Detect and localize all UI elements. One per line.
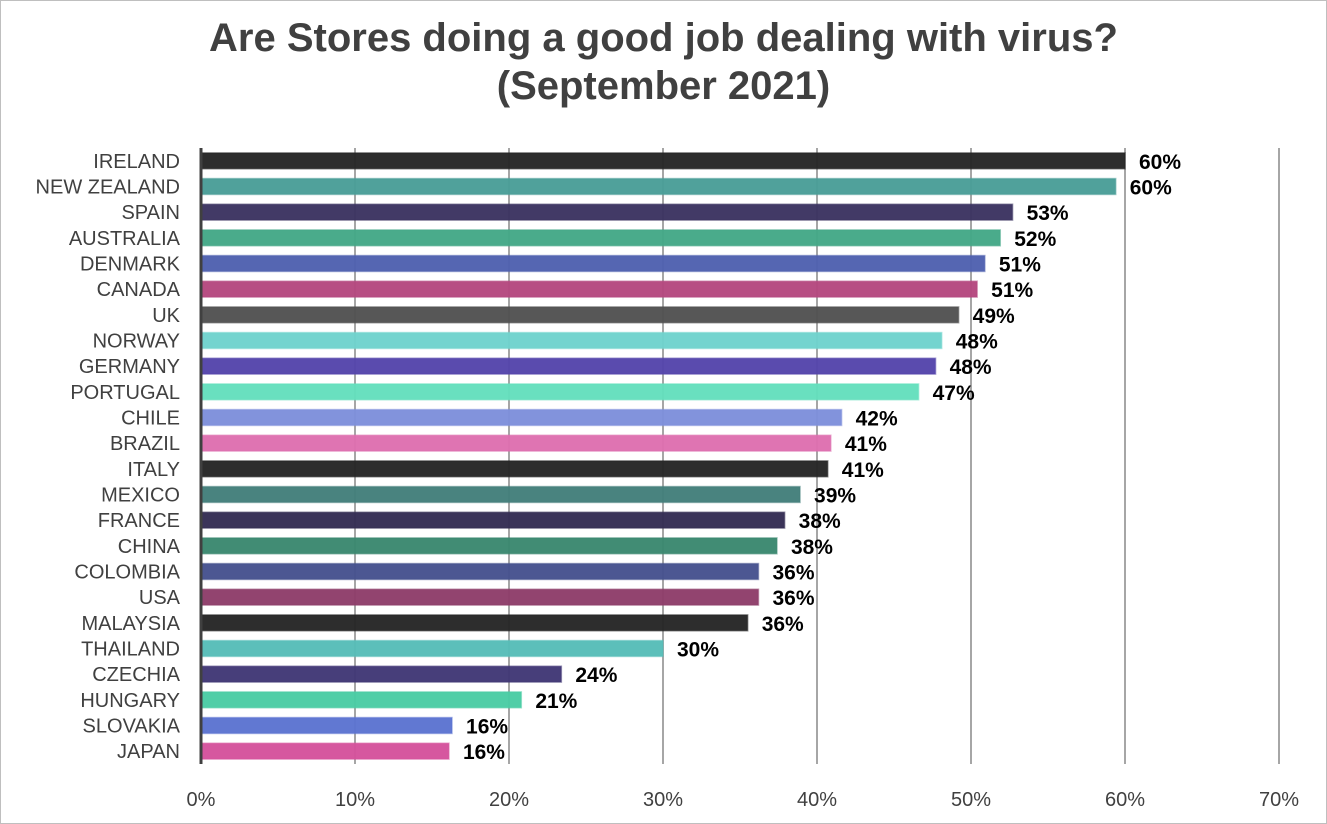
x-tick-label: 40% (797, 789, 837, 811)
data-label: 47% (933, 382, 975, 405)
category-label: HUNGARY (80, 690, 180, 712)
data-label: 36% (772, 562, 814, 585)
data-label: 53% (1027, 202, 1069, 225)
bar (200, 614, 749, 632)
category-label: UK (152, 305, 180, 327)
category-labels: IRELAND NEW ZEALAND SPAIN AUSTRALIA DENMARK C… (36, 151, 181, 763)
data-label: 49% (973, 305, 1015, 328)
category-label: SPAIN (121, 202, 180, 224)
data-label: 51% (999, 254, 1041, 277)
data-label: 21% (535, 690, 577, 713)
category-label: IRELAND (93, 151, 180, 173)
category-label: ITALY (127, 459, 180, 481)
x-tick-label: 10% (335, 789, 375, 811)
bar (200, 177, 1117, 196)
bar (200, 434, 832, 452)
bar (200, 716, 453, 735)
bar (200, 588, 760, 606)
data-label: 41% (842, 459, 884, 482)
bars (200, 152, 1126, 760)
category-label: USA (139, 587, 181, 609)
category-label: THAILAND (81, 639, 180, 661)
data-label: 48% (956, 331, 998, 354)
data-label: 36% (772, 587, 814, 610)
bar (200, 152, 1126, 170)
data-label: 38% (791, 536, 833, 559)
x-tick-label: 60% (1105, 789, 1145, 811)
data-label: 48% (950, 356, 992, 379)
category-label: BRAZIL (110, 433, 180, 455)
category-label: CHILE (121, 408, 180, 430)
category-label: GERMANY (79, 356, 180, 378)
bar (200, 408, 843, 427)
x-tick-label: 20% (489, 789, 529, 811)
bar (200, 562, 760, 581)
category-label: PORTUGAL (70, 382, 180, 404)
bar (200, 254, 986, 273)
data-label: 16% (463, 741, 505, 764)
category-label: CHINA (118, 536, 181, 558)
x-tick-label: 0% (187, 789, 216, 811)
chart-title-block: Are Stores doing a good job dealing with… (0, 14, 1327, 110)
bar (200, 511, 786, 529)
bar (200, 665, 563, 683)
data-label: 51% (991, 279, 1033, 302)
data-label: 52% (1014, 228, 1056, 251)
bar (200, 691, 523, 709)
data-label: 39% (814, 485, 856, 508)
category-label: MEXICO (101, 485, 180, 507)
bar (200, 383, 920, 401)
bar (200, 742, 450, 760)
category-label: COLOMBIA (74, 562, 180, 584)
data-label: 60% (1139, 151, 1181, 174)
category-label: FRANCE (98, 510, 180, 532)
data-label: 16% (466, 716, 508, 739)
bar (200, 460, 829, 478)
data-label: 41% (845, 433, 887, 456)
x-tick-label: 70% (1259, 789, 1299, 811)
category-label: CANADA (97, 279, 181, 301)
category-label: NORWAY (93, 331, 180, 353)
data-labels: 60%60%53%52%51%51%49%48%48%47%42%41%41%3… (463, 151, 1181, 764)
category-label: AUSTRALIA (69, 228, 181, 250)
bar (200, 485, 801, 504)
chart-subtitle: (September 2021) (496, 64, 831, 108)
x-tick-label: 30% (643, 789, 683, 811)
data-label: 60% (1130, 177, 1172, 200)
category-label: SLOVAKIA (83, 716, 181, 738)
data-label: 38% (799, 510, 841, 533)
data-label: 24% (575, 664, 617, 687)
bar (200, 280, 978, 298)
category-label: CZECHIA (92, 664, 180, 686)
category-label: JAPAN (117, 741, 180, 763)
category-label: DENMARK (80, 254, 181, 276)
x-tick-labels: 0% 10% 20% 30% 40% 50% 60% 70% (187, 789, 1300, 811)
category-label: MALAYSIA (81, 613, 180, 635)
bar (200, 537, 778, 555)
bar (200, 306, 960, 324)
bar (200, 203, 1014, 221)
data-label: 36% (762, 613, 804, 636)
data-label: 42% (856, 408, 898, 431)
x-tick-label: 50% (951, 789, 991, 811)
bar (200, 229, 1002, 247)
category-label: NEW ZEALAND (36, 177, 180, 199)
data-label: 30% (677, 639, 719, 662)
gridlines (354, 148, 1280, 764)
bar (200, 357, 937, 375)
chart-title: Are Stores doing a good job dealing with… (209, 16, 1118, 60)
bar (200, 331, 943, 350)
bar (200, 639, 664, 658)
